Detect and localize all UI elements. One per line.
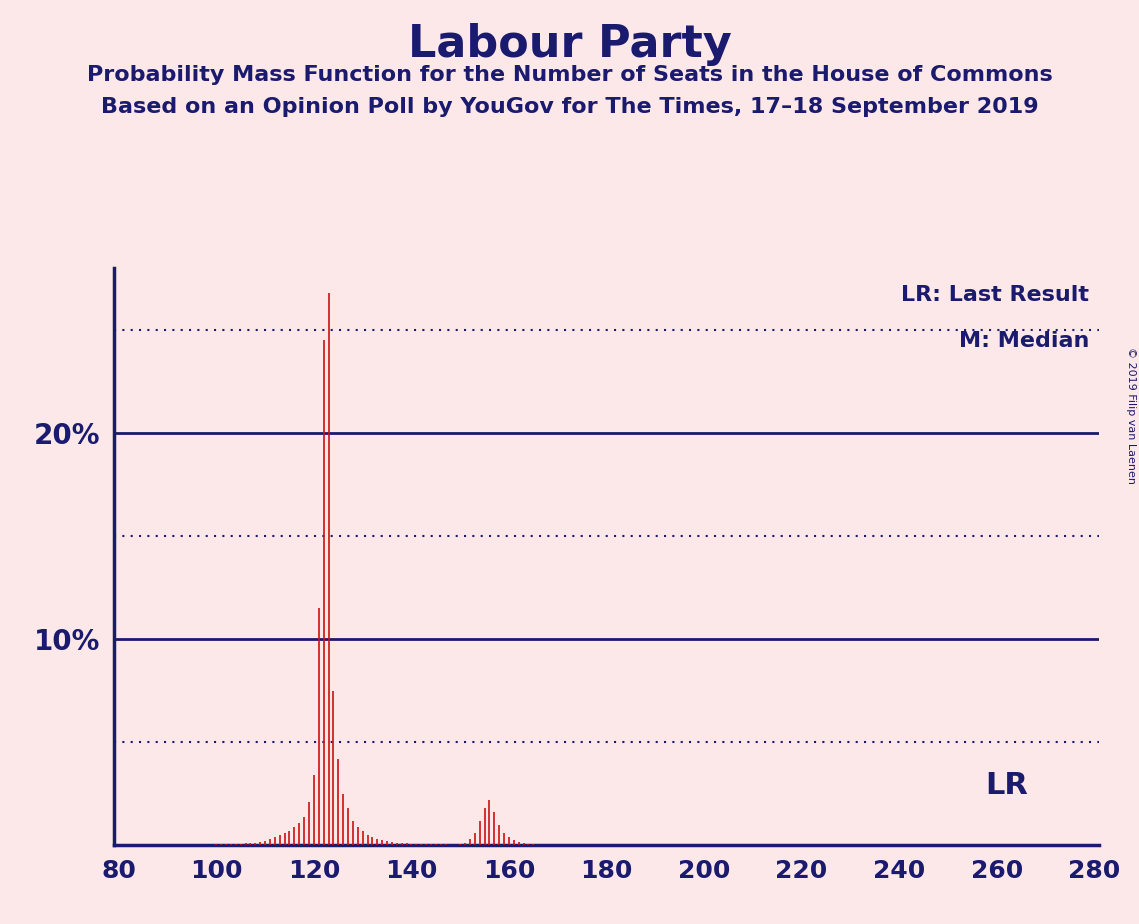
- Text: Labour Party: Labour Party: [408, 23, 731, 67]
- Text: Probability Mass Function for the Number of Seats in the House of Commons: Probability Mass Function for the Number…: [87, 65, 1052, 85]
- Text: M: Median: M: Median: [959, 332, 1089, 351]
- Text: LR: LR: [985, 772, 1027, 800]
- Text: © 2019 Filip van Laenen: © 2019 Filip van Laenen: [1126, 347, 1136, 484]
- Text: LR: Last Result: LR: Last Result: [901, 286, 1089, 305]
- Text: Based on an Opinion Poll by YouGov for The Times, 17–18 September 2019: Based on an Opinion Poll by YouGov for T…: [100, 97, 1039, 117]
